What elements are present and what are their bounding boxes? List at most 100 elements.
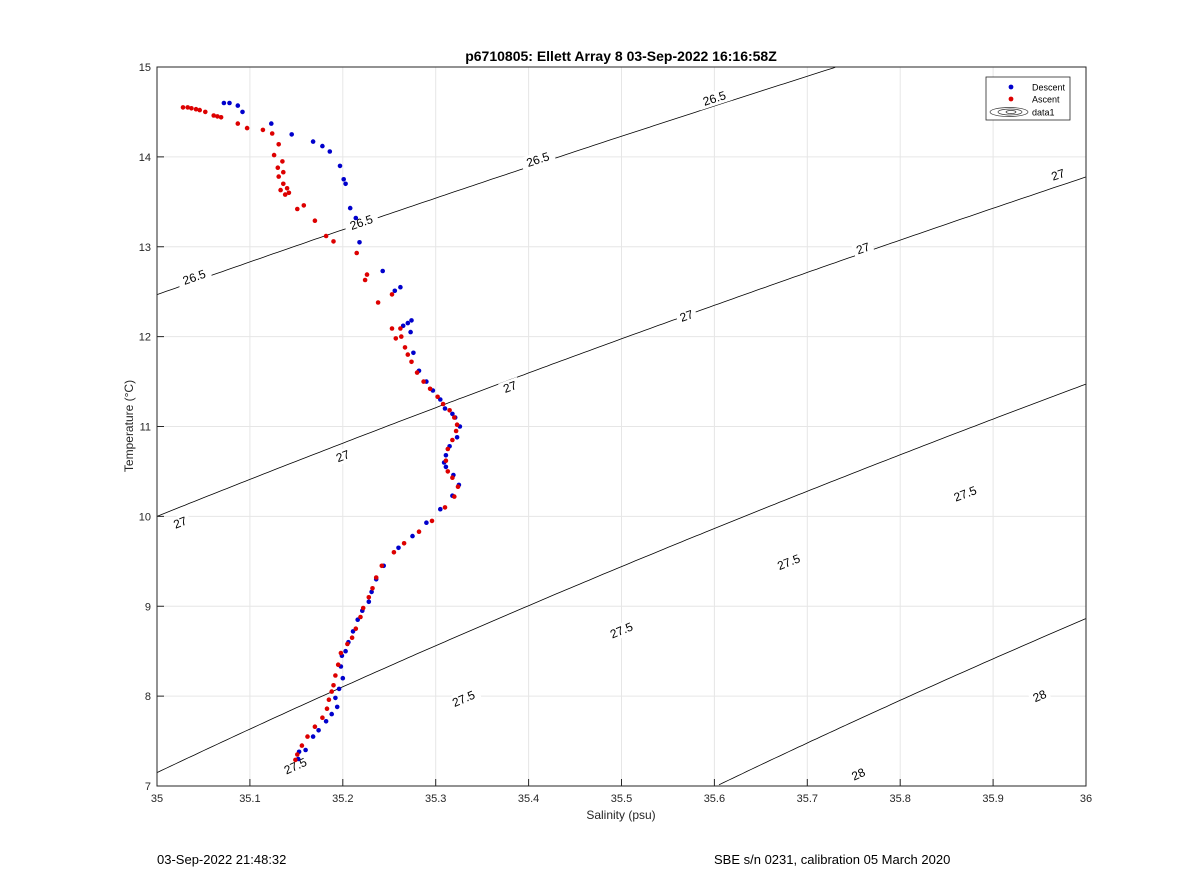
x-tick-label: 35.6 xyxy=(704,793,725,805)
contour-label-group: 27 xyxy=(674,306,699,326)
ascent-point xyxy=(312,218,318,223)
contour-label-group: 27.5 xyxy=(445,685,482,712)
contour-label-group: 27 xyxy=(330,446,355,467)
ascent-point xyxy=(269,131,275,136)
contour-label-bg xyxy=(168,512,193,533)
ascent-point xyxy=(276,142,282,147)
ascent-point xyxy=(450,475,455,481)
contour-label-group: 26.5 xyxy=(175,265,213,290)
legend-ascent-marker xyxy=(1008,96,1014,102)
ascent-point xyxy=(373,575,379,580)
grid xyxy=(156,66,1087,787)
descent-point xyxy=(227,100,232,106)
ascent-point xyxy=(275,165,281,170)
x-tick-label: 35.2 xyxy=(332,793,353,805)
ascent-point xyxy=(443,458,449,464)
contour-label-bg xyxy=(946,481,984,507)
x-tick-label: 35.3 xyxy=(425,793,446,805)
y-tick-label: 15 xyxy=(139,62,151,74)
ascent-point xyxy=(349,635,355,640)
descent-point xyxy=(334,704,340,710)
axis-ticks: 35 35.1 35.2 35.3 35.4 35.5 35.6 35.7 35.8 35.9 36… xyxy=(139,62,1092,805)
descent-point xyxy=(369,589,374,595)
legend-descent-label: Descent xyxy=(1032,83,1066,93)
ascent-point xyxy=(193,106,199,112)
descent-point xyxy=(333,695,338,701)
ascent-point xyxy=(401,541,407,546)
contour-label-group: 28 xyxy=(1027,685,1052,707)
ascent-point xyxy=(402,345,408,350)
ascent-point xyxy=(445,446,451,452)
descent-point xyxy=(438,506,443,512)
x-tick-label: 35.7 xyxy=(797,793,818,805)
y-axis-label: Temperature (°C) xyxy=(122,380,136,472)
ascent-point xyxy=(333,673,338,678)
y-tick-label: 10 xyxy=(139,511,151,523)
descent-point xyxy=(396,545,401,551)
ascent-point xyxy=(305,734,310,739)
x-tick-label: 35.4 xyxy=(518,793,539,805)
descent-point xyxy=(337,163,343,169)
y-tick-label: 8 xyxy=(145,691,151,703)
descent-point xyxy=(443,453,449,458)
legend-descent-marker xyxy=(1008,84,1014,90)
ascent-point xyxy=(452,494,457,499)
descent-point xyxy=(454,435,460,440)
ascent-point xyxy=(391,550,397,555)
descent-point xyxy=(380,268,386,274)
contour-label-bg xyxy=(846,763,871,785)
data-points xyxy=(180,100,463,763)
ascent-point xyxy=(260,127,266,133)
contour-line-27 xyxy=(156,176,1087,517)
descent-point xyxy=(392,288,398,294)
ascent-point xyxy=(320,715,325,720)
descent-point xyxy=(310,139,316,144)
contour-label-group: 28 xyxy=(846,763,871,785)
ascent-point xyxy=(453,428,459,434)
ascent-point xyxy=(450,437,455,443)
ascent-point xyxy=(366,595,372,600)
contour-label-bg xyxy=(1046,164,1070,185)
descent-point xyxy=(316,728,321,733)
contour-label-group: 27.5 xyxy=(770,549,808,575)
descent-point xyxy=(343,181,348,187)
ascent-point xyxy=(429,518,435,524)
ascent-point xyxy=(271,152,277,158)
descent-point xyxy=(409,318,414,323)
contour-label-group: 27 xyxy=(168,512,193,533)
descent-point xyxy=(329,711,335,717)
ascent-point xyxy=(180,105,186,110)
descent-point xyxy=(347,205,353,211)
ascent-point xyxy=(326,697,332,702)
ascent-point xyxy=(345,641,350,647)
contour-label-bg xyxy=(445,685,482,712)
ascent-point xyxy=(445,469,451,474)
ascent-point xyxy=(409,359,414,365)
descent-point xyxy=(443,464,449,470)
descent-point xyxy=(357,240,362,245)
ascent-point xyxy=(353,626,359,631)
descent-point xyxy=(221,100,227,106)
ascent-point xyxy=(312,724,318,729)
ascent-point xyxy=(338,650,344,656)
legend: Descent Ascent data1 xyxy=(985,76,1071,121)
ascent-point xyxy=(370,586,375,591)
ascent-point xyxy=(454,422,460,428)
ascent-point xyxy=(293,757,298,763)
contour-label-group: 27 xyxy=(851,238,875,259)
contour-label-group: 26.5 xyxy=(519,147,557,172)
descent-point xyxy=(336,686,342,692)
ascent-point xyxy=(299,743,305,748)
descent-point xyxy=(353,215,359,221)
descent-point xyxy=(235,103,241,108)
ascent-point xyxy=(447,408,452,413)
contour-label-bg xyxy=(603,617,640,644)
descent-point xyxy=(424,520,429,525)
contour-label-group: 27 xyxy=(1046,164,1070,185)
ascent-point xyxy=(280,159,285,164)
ascent-point xyxy=(405,352,411,357)
contour-label-bg xyxy=(175,265,213,290)
ascent-point xyxy=(358,614,363,620)
descent-point xyxy=(310,734,316,739)
